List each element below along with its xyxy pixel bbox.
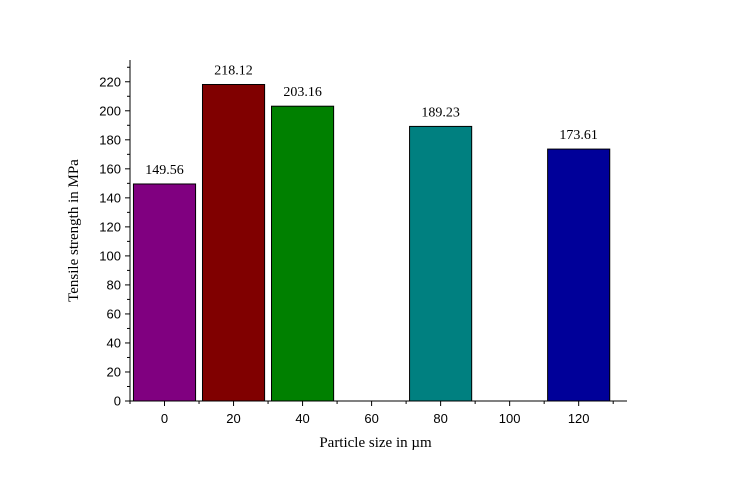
y-tick-label-0: 0 <box>114 394 121 409</box>
bar-20 <box>201 83 266 402</box>
data-label-120: 173.61 <box>559 128 598 143</box>
y-tick-label-200: 200 <box>99 103 121 118</box>
y-ticks: 0 20 40 60 80 100 120 140 160 180 200 220 <box>99 66 130 409</box>
y-tick-label-40: 40 <box>107 335 121 350</box>
y-tick-label-80: 80 <box>107 277 121 292</box>
data-labels: 149.56 218.12 203.16 189.23 173.61 <box>145 63 598 177</box>
data-label-20: 218.12 <box>214 63 253 78</box>
y-tick-label-140: 140 <box>99 190 121 205</box>
y-tick-label-20: 20 <box>107 364 121 379</box>
x-tick-label-120: 120 <box>568 411 590 426</box>
y-tick-label-60: 60 <box>107 306 121 321</box>
y-tick-label-100: 100 <box>99 248 121 263</box>
y-axis-title: Tensile strength in MPa <box>66 159 82 302</box>
bar-40 <box>271 105 335 402</box>
data-label-0: 149.56 <box>145 163 184 178</box>
x-axis-title: Particle size in µm <box>319 435 432 451</box>
bar-80 <box>409 125 473 402</box>
x-tick-label-0: 0 <box>161 411 168 426</box>
bar-120 <box>547 148 611 402</box>
x-tick-label-100: 100 <box>499 411 521 426</box>
x-tick-label-80: 80 <box>433 411 447 426</box>
data-label-40: 203.16 <box>283 85 322 100</box>
y-tick-label-160: 160 <box>99 161 121 176</box>
bar-0 <box>132 183 197 402</box>
data-label-80: 189.23 <box>421 105 460 120</box>
y-tick-label-120: 120 <box>99 219 121 234</box>
y-tick-label-220: 220 <box>99 74 121 89</box>
x-tick-label-60: 60 <box>364 411 378 426</box>
bars-layer <box>132 83 611 402</box>
x-tick-label-20: 20 <box>226 411 240 426</box>
x-tick-label-40: 40 <box>295 411 309 426</box>
x-ticks: 0 20 40 60 80 100 120 <box>129 401 614 426</box>
y-tick-label-180: 180 <box>99 132 121 147</box>
